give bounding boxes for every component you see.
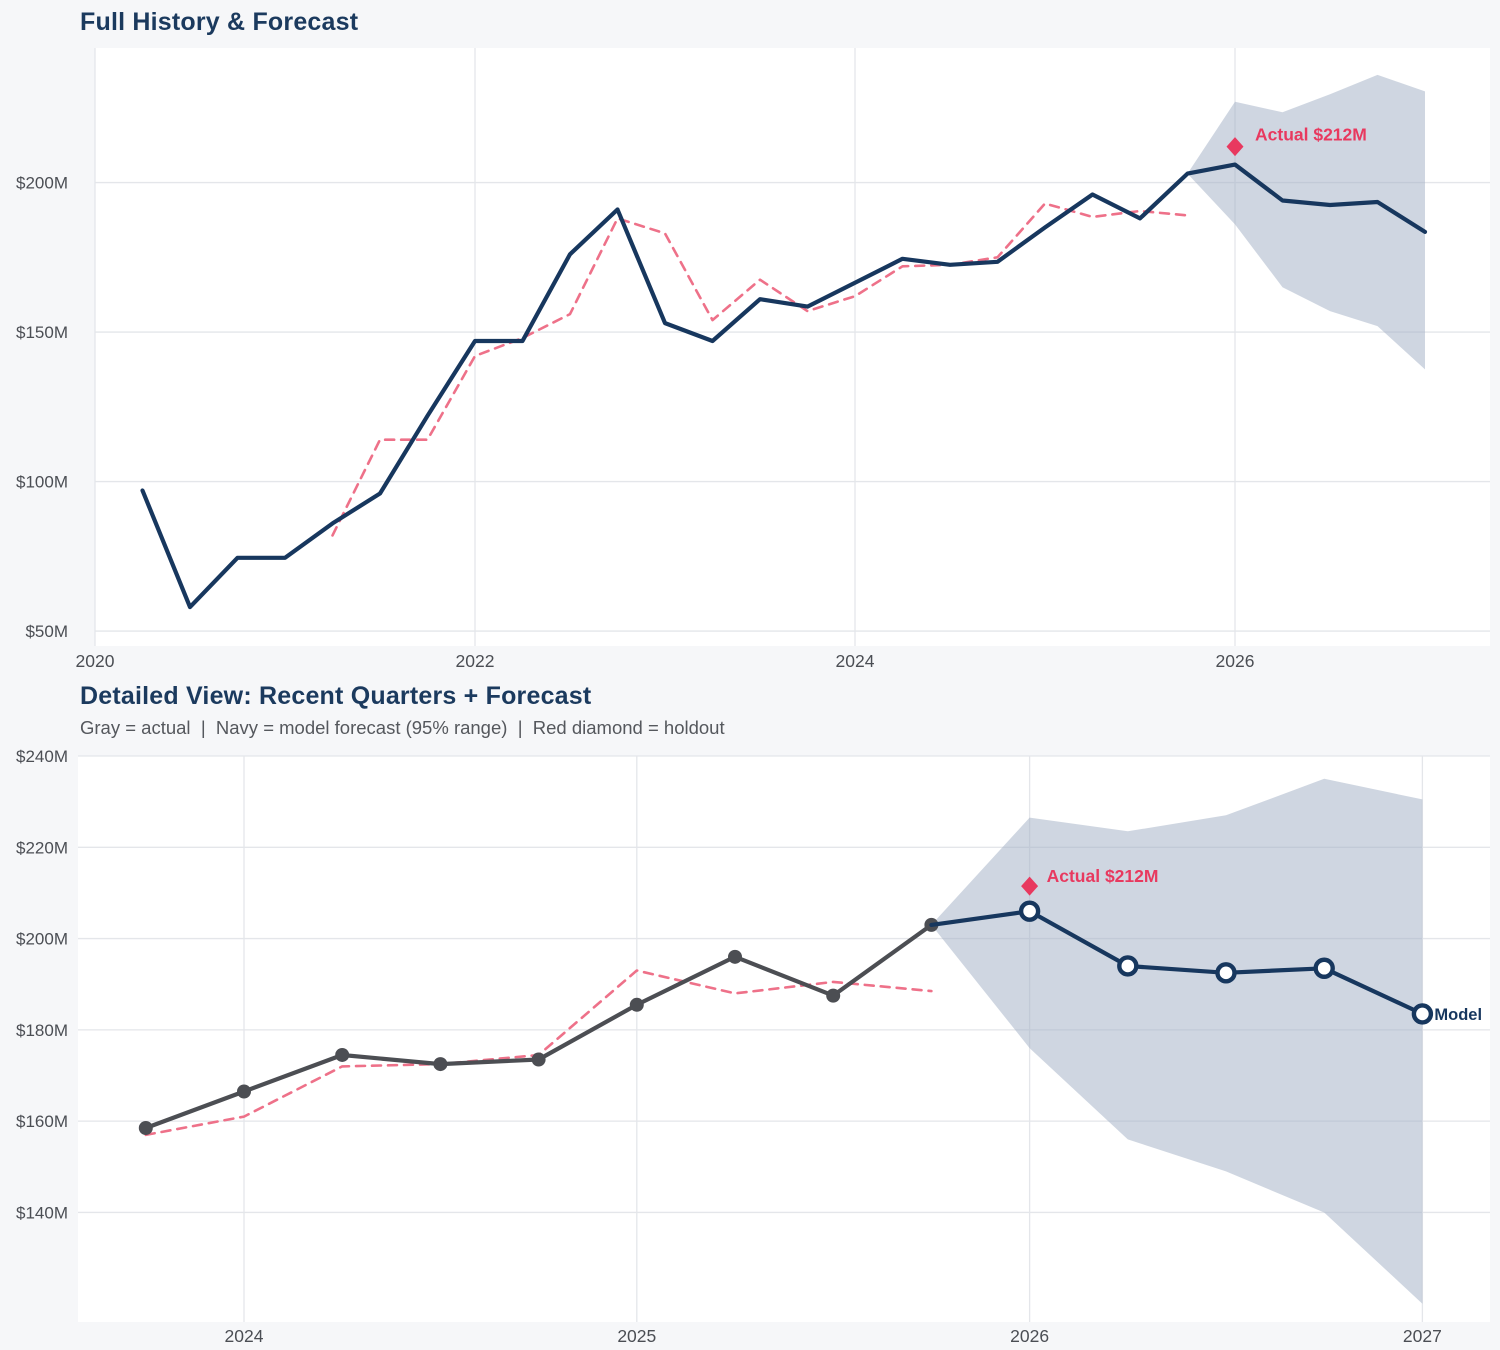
y-tick-label: $200M: [16, 930, 68, 949]
holdout-label: Actual $212M: [1047, 866, 1159, 886]
y-tick-label: $200M: [16, 174, 68, 193]
holdout-diamond: [1226, 137, 1244, 157]
detailed-view-chart: $140M $160M $180M $200M $220M $240M 2024 2025 20…: [16, 747, 1490, 1346]
actual-point-marker: [531, 1052, 546, 1067]
x-tick-label: 2027: [1403, 1326, 1442, 1346]
actual-point-marker: [335, 1047, 350, 1062]
x-tick-label: 2024: [836, 651, 875, 671]
x-tick-label: 2024: [225, 1326, 264, 1346]
forecast-95pct-range: [931, 778, 1423, 1304]
x-tick-label: 2025: [617, 1326, 656, 1346]
actual-point-marker: [237, 1084, 251, 1099]
x-tick-label: 2026: [1216, 651, 1255, 671]
forecast-95pct-range: [1187, 74, 1425, 370]
holdout-diamond: [1021, 876, 1039, 896]
y-tick-label: $140M: [16, 1203, 68, 1222]
model-label: Model: [1434, 1006, 1482, 1024]
y-tick-label: $150M: [16, 323, 68, 342]
forecast-point-marker: [1313, 957, 1335, 979]
y-tick-label: $220M: [16, 838, 68, 857]
chart1-title: Full History & Forecast: [80, 8, 359, 36]
x-tick-label: 2026: [1010, 1326, 1049, 1346]
y-tick-label: $180M: [16, 1021, 68, 1040]
actual-point-marker: [138, 1121, 153, 1136]
forecast-point-marker: [1215, 962, 1237, 984]
chart2-legend-subtitle: Gray = actual | Navy = model forecast (9…: [80, 717, 725, 738]
forecast-point-marker: [1411, 1003, 1434, 1025]
series-model-forecast: [929, 909, 1425, 1016]
forecast-point-marker: [1018, 900, 1041, 922]
forecast-point-marker: [1117, 955, 1139, 977]
x-tick-label: 2020: [76, 651, 115, 671]
x-tick-label: 2022: [456, 651, 495, 671]
series-model-fit: [331, 202, 1189, 537]
full-history-forecast-chart: $50M $100M $150M $200M 2020 2022 2024 2026 Actua…: [16, 48, 1490, 671]
actual-point-marker: [728, 949, 742, 964]
actual-point-marker: [629, 997, 644, 1012]
series-history-and-forecast: [140, 162, 1428, 610]
holdout-label: Actual $212M: [1255, 125, 1367, 145]
actual-point-marker: [433, 1057, 448, 1072]
y-tick-label: $160M: [16, 1112, 68, 1131]
y-tick-label: $240M: [16, 747, 68, 766]
y-tick-label: $50M: [25, 622, 68, 641]
actual-point-marker: [826, 988, 841, 1003]
y-tick-label: $100M: [16, 473, 68, 492]
chart2-title: Detailed View: Recent Quarters + Forecas…: [80, 682, 592, 710]
